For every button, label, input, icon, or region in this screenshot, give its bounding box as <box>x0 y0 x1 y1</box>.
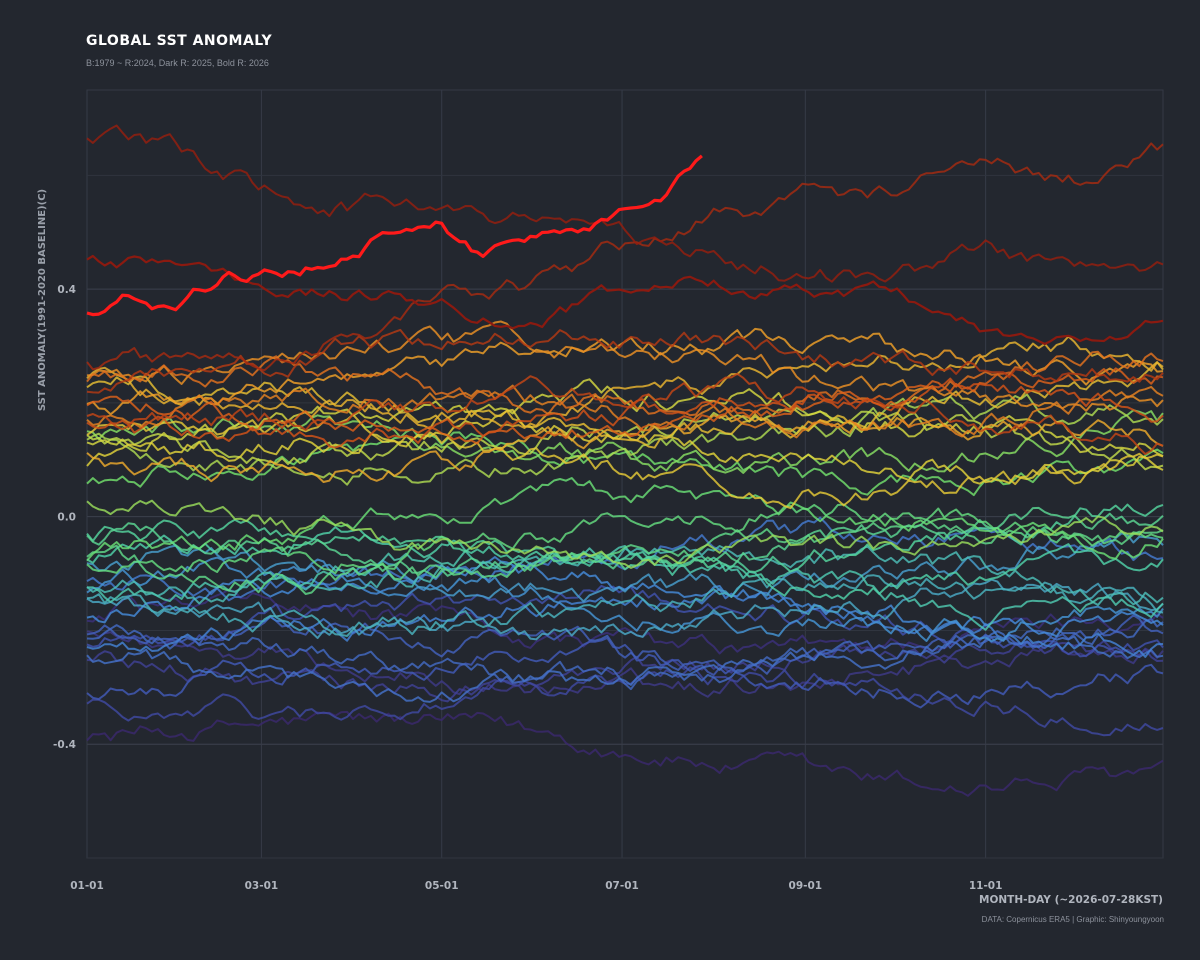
series-line-1995 <box>86 574 1164 637</box>
series-line-1994 <box>86 578 1164 641</box>
y-tick-label: 0.4 <box>57 284 76 296</box>
series-line-2001 <box>86 518 1164 595</box>
series-line-1982 <box>86 640 1164 703</box>
series-line-1981 <box>86 630 1164 698</box>
series-line-2026 <box>86 154 703 317</box>
series-line-2019 <box>86 367 1164 445</box>
series-line-2022 <box>86 328 1164 394</box>
data-credit: DATA: Copernicus ERA5 | Graphic: Shinyou… <box>981 915 1164 924</box>
series-line-1987 <box>86 617 1164 691</box>
chart-title: Global SST Anomaly <box>86 33 273 49</box>
series-line-1979 <box>86 710 1164 797</box>
series-line-2002 <box>86 503 1164 575</box>
series-line-1997 <box>87 545 1164 631</box>
series-line-2013 <box>86 335 1164 430</box>
series-line-2003 <box>86 477 1164 562</box>
series-lines <box>86 124 1164 797</box>
x-tick-label: 11-01 <box>969 880 1003 892</box>
series-line-1985 <box>86 637 1164 709</box>
series-line-2011 <box>86 413 1164 510</box>
series-line-2024 <box>86 124 1164 283</box>
series-line-1992 <box>86 556 1164 643</box>
series-line-1998 <box>86 526 1164 600</box>
y-tick-label: 0.0 <box>57 512 76 524</box>
series-line-2017 <box>86 384 1164 439</box>
series-line-1993 <box>86 532 1164 603</box>
x-tick-label: 09-01 <box>789 880 823 892</box>
y-tick-label: -0.4 <box>53 739 76 751</box>
series-line-2021 <box>86 372 1164 456</box>
y-axis-label: SST ANOMALY(1991-2020 BASELINE)(C) <box>37 189 48 411</box>
x-tick-label: 03-01 <box>245 880 279 892</box>
series-line-2020 <box>86 377 1164 449</box>
series-line-2012 <box>86 361 1164 449</box>
x-tick-labels: 01-01 03-01 05-01 07-01 09-01 11-01 <box>70 880 1002 892</box>
x-tick-label: 07-01 <box>605 880 639 892</box>
series-line-2025 <box>86 254 1164 346</box>
y-tick-labels: -0.4 0.0 0.4 <box>53 284 76 751</box>
series-line-1990 <box>86 588 1164 658</box>
series-line-1991 <box>86 556 1164 638</box>
x-tick-label: 05-01 <box>425 880 459 892</box>
series-line-1988 <box>86 630 1164 703</box>
series-line-2018 <box>86 350 1164 417</box>
series-line-2016 <box>86 320 1164 412</box>
series-line-1999 <box>86 503 1164 573</box>
series-line-2023 <box>86 142 1164 372</box>
x-tick-label: 01-01 <box>70 880 104 892</box>
series-line-2006 <box>86 499 1164 569</box>
x-axis-label: MONTH-DAY (~2026-07-28KST) <box>979 894 1163 906</box>
chart-subtitle: B:1979 ~ R:2024, Dark R: 2025, Bold R: 2… <box>86 58 269 68</box>
